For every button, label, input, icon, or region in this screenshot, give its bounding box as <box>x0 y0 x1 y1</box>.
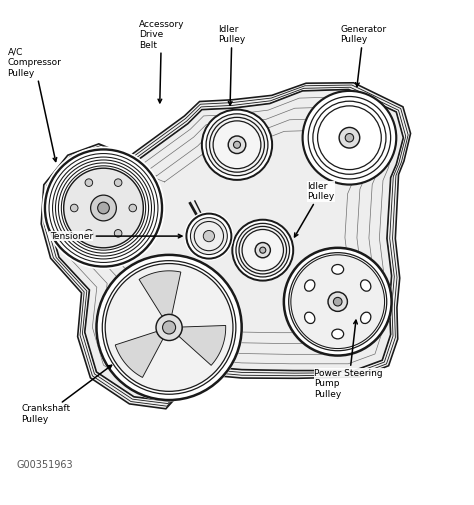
Polygon shape <box>41 83 410 409</box>
Circle shape <box>283 247 392 357</box>
Circle shape <box>313 101 386 174</box>
Circle shape <box>85 179 92 186</box>
Circle shape <box>191 218 228 255</box>
Circle shape <box>114 179 122 186</box>
Circle shape <box>302 91 396 184</box>
Circle shape <box>339 127 360 148</box>
Circle shape <box>210 117 264 172</box>
Ellipse shape <box>361 280 371 291</box>
Circle shape <box>242 229 283 271</box>
Text: Generator
Pulley: Generator Pulley <box>340 25 386 86</box>
Circle shape <box>213 121 261 169</box>
Text: Idler
Pulley: Idler Pulley <box>218 25 246 105</box>
Circle shape <box>194 222 224 250</box>
Text: A/C
Compressor
Pulley: A/C Compressor Pulley <box>8 48 61 162</box>
Circle shape <box>345 133 354 142</box>
Circle shape <box>333 297 342 306</box>
Circle shape <box>206 114 268 176</box>
Text: Tensioner: Tensioner <box>50 232 182 240</box>
Circle shape <box>85 230 92 237</box>
Circle shape <box>42 146 165 270</box>
Text: Accessory
Drive
Belt: Accessory Drive Belt <box>138 20 184 103</box>
Circle shape <box>291 255 384 348</box>
Circle shape <box>184 212 234 261</box>
Ellipse shape <box>361 312 371 324</box>
Polygon shape <box>115 331 163 377</box>
Ellipse shape <box>305 280 315 291</box>
Circle shape <box>98 202 109 214</box>
Text: Power Steering
Pump
Pulley: Power Steering Pump Pulley <box>314 320 383 398</box>
Polygon shape <box>50 89 403 401</box>
Circle shape <box>260 247 266 253</box>
Ellipse shape <box>332 265 344 274</box>
Text: G00351963: G00351963 <box>17 461 73 470</box>
Circle shape <box>95 254 243 401</box>
Circle shape <box>71 204 78 212</box>
Circle shape <box>255 242 270 258</box>
Circle shape <box>129 204 137 212</box>
Circle shape <box>105 264 233 391</box>
Text: Idler
Pulley: Idler Pulley <box>294 182 335 237</box>
Circle shape <box>234 141 240 148</box>
Circle shape <box>239 226 286 274</box>
Circle shape <box>163 321 175 334</box>
Polygon shape <box>179 326 226 365</box>
Circle shape <box>202 110 272 180</box>
Circle shape <box>328 292 347 312</box>
Circle shape <box>232 220 293 281</box>
Circle shape <box>236 223 290 277</box>
Text: Crankshaft
Pulley: Crankshaft Pulley <box>21 365 111 424</box>
Circle shape <box>156 315 182 340</box>
Circle shape <box>64 168 143 248</box>
Ellipse shape <box>332 329 344 339</box>
Polygon shape <box>139 271 181 316</box>
Circle shape <box>91 195 117 221</box>
Circle shape <box>228 136 246 154</box>
Circle shape <box>114 230 122 237</box>
Ellipse shape <box>305 312 315 324</box>
Circle shape <box>308 96 391 179</box>
Circle shape <box>203 230 215 242</box>
Circle shape <box>318 106 381 170</box>
